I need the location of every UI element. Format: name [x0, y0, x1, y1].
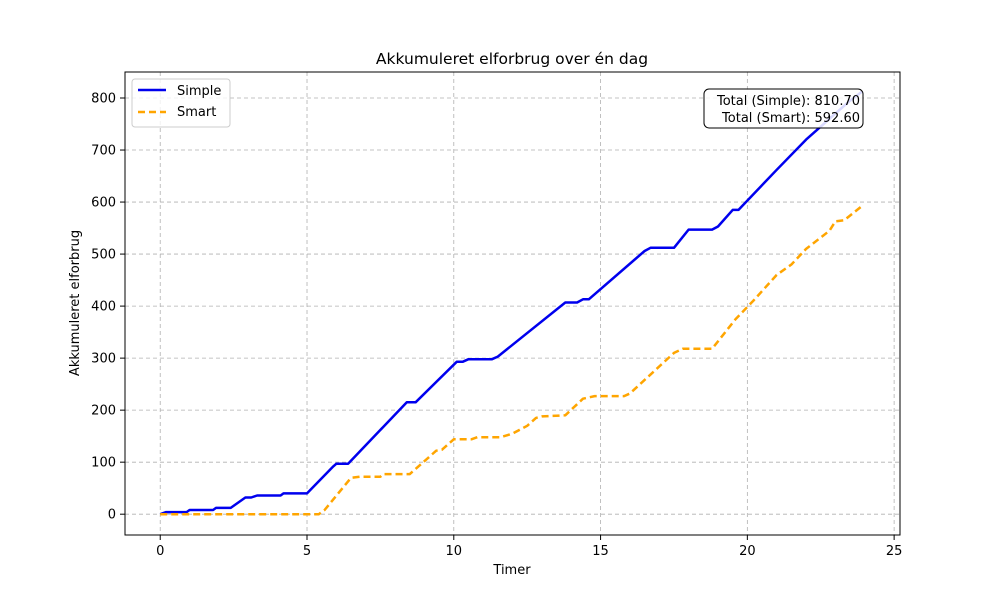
series-line-simple: [159, 90, 863, 516]
y-tick-label: 700: [91, 144, 116, 159]
x-axis-title: Timer: [492, 563, 531, 578]
x-tick-label: 25: [886, 544, 903, 559]
annotation-total-simple: Total (Simple): 810.70: [716, 94, 860, 109]
y-tick-label: 200: [91, 404, 116, 419]
totals-annotation: Total (Simple): 810.70 Total (Smart): 59…: [703, 88, 864, 129]
plot-frame: [124, 71, 901, 536]
y-tick-label: 800: [91, 92, 116, 107]
legend-label-simple: Simple: [177, 84, 221, 99]
y-tick-label: 600: [91, 196, 116, 211]
series-lines: [159, 90, 863, 516]
y-tick-label: 100: [91, 456, 116, 471]
axis-ticks: 0 5 10 15 20 25 0 100 200 300 400 500 600 700 800: [91, 92, 902, 559]
grid-lines: [125, 72, 900, 535]
x-tick-label: 15: [592, 544, 609, 559]
y-tick-label: 500: [91, 248, 116, 263]
y-axis-title: Akkumuleret elforbrug: [68, 230, 83, 376]
annotation-box: [703, 88, 864, 129]
annotation-total-smart: Total (Smart): 592.60: [721, 111, 860, 126]
legend-label-smart: Smart: [177, 105, 216, 120]
x-tick-label: 0: [156, 544, 164, 559]
y-tick-label: 400: [91, 300, 116, 315]
x-tick-label: 20: [739, 544, 756, 559]
legend: Simple Smart: [131, 78, 231, 128]
chart-title: Akkumuleret elforbrug over én dag: [376, 50, 648, 68]
series-line-smart: [160, 205, 863, 516]
y-tick-label: 300: [91, 352, 116, 367]
y-tick-label: 0: [108, 508, 116, 523]
x-tick-label: 10: [446, 544, 463, 559]
x-tick-label: 5: [303, 544, 311, 559]
